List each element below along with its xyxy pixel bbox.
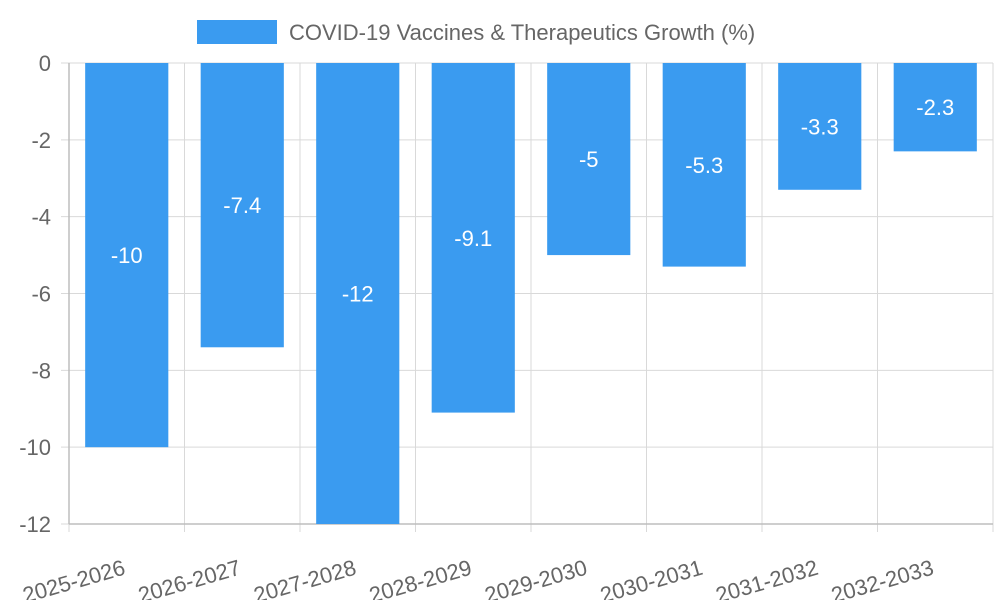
bars-layer bbox=[85, 63, 977, 524]
bar bbox=[316, 63, 400, 524]
data-label: -5 bbox=[579, 147, 599, 172]
x-tick-label: 2025-2026 bbox=[20, 555, 128, 600]
y-axis-ticks: 0 -2 -4 -6 -8 -10 -12 bbox=[19, 51, 51, 537]
data-labels-layer: -10 -7.4 -12 -9.1 -5 -5.3 -3.3 -2.3 bbox=[111, 95, 954, 306]
grid-layer bbox=[61, 62, 994, 532]
legend-label: COVID-19 Vaccines & Therapeutics Growth … bbox=[289, 20, 755, 45]
bar bbox=[431, 63, 515, 413]
data-label: -12 bbox=[342, 282, 374, 307]
y-tick-label: -6 bbox=[31, 282, 51, 307]
data-label: -9.1 bbox=[454, 226, 492, 251]
x-tick-label: 2027-2028 bbox=[251, 555, 359, 600]
x-tick-label: 2026-2027 bbox=[135, 555, 243, 600]
y-tick-label: -8 bbox=[31, 358, 51, 383]
data-label: -7.4 bbox=[223, 193, 261, 218]
bar bbox=[85, 63, 169, 448]
bar bbox=[200, 63, 284, 348]
x-axis-ticks: 2025-2026 2026-2027 2027-2028 2028-2029 2029… bbox=[20, 555, 937, 605]
x-tick-label: 2028-2029 bbox=[366, 555, 474, 600]
bar bbox=[662, 63, 746, 267]
y-tick-label: -10 bbox=[19, 435, 51, 460]
x-tick-label: 2029-2030 bbox=[482, 555, 590, 600]
x-tick-label: 2031-2032 bbox=[713, 555, 821, 600]
data-label: -2.3 bbox=[916, 95, 954, 120]
bar bbox=[893, 63, 977, 152]
data-label: -10 bbox=[111, 243, 143, 268]
x-tick-label: 2030-2031 bbox=[597, 555, 705, 600]
y-tick-label: 0 bbox=[39, 51, 51, 76]
legend: COVID-19 Vaccines & Therapeutics Growth … bbox=[197, 20, 755, 45]
x-tick-label: 2032-2033 bbox=[828, 555, 936, 600]
y-tick-label: -2 bbox=[31, 128, 51, 153]
data-label: -3.3 bbox=[801, 114, 839, 139]
y-tick-label: -12 bbox=[19, 512, 51, 537]
bar bbox=[778, 63, 862, 190]
data-label: -5.3 bbox=[685, 153, 723, 178]
bar bbox=[547, 63, 631, 256]
y-tick-label: -4 bbox=[31, 205, 51, 230]
legend-swatch bbox=[197, 20, 277, 44]
